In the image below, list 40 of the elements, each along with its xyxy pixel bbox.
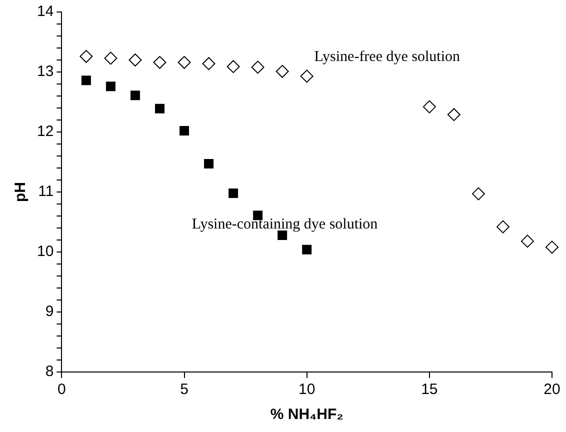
point (80, 50, 93, 63)
point (204, 159, 214, 169)
x-tick-label: 20 (544, 381, 560, 398)
point (228, 188, 238, 198)
x-tick-label: 5 (180, 381, 188, 398)
y-tick-label: 11 (38, 183, 54, 200)
point (178, 56, 191, 69)
x-axis-title: % NH₄HF₂ (270, 406, 344, 424)
series-label: Lysine-free dye solution (314, 48, 460, 65)
point (546, 240, 558, 254)
point (104, 52, 118, 65)
point (226, 60, 240, 74)
series-label: Lysine-containing dye solution (192, 216, 378, 232)
point (496, 220, 510, 234)
point (300, 70, 314, 83)
x-tick-label: 15 (421, 381, 438, 398)
point (520, 234, 534, 248)
y-tick-label: 12 (36, 123, 54, 140)
y-tick-label: 14 (36, 3, 54, 20)
y-tick-label: 8 (45, 363, 54, 380)
y-tick-label: 9 (45, 303, 54, 320)
point (106, 82, 116, 92)
point (155, 104, 164, 114)
point (447, 108, 460, 122)
point (422, 100, 436, 114)
point (276, 64, 289, 78)
y-tick-label: 10 (36, 243, 54, 260)
y-axis-title: pH (12, 182, 30, 202)
point (128, 54, 142, 66)
point (251, 60, 264, 74)
point (180, 126, 190, 136)
point (130, 90, 140, 100)
x-tick-label: 10 (298, 381, 316, 398)
point (472, 187, 485, 200)
point (202, 57, 216, 70)
point (81, 76, 91, 86)
point (153, 56, 166, 69)
x-tick-label: 0 (58, 381, 66, 398)
point (302, 244, 312, 254)
y-tick-label: 13 (36, 63, 54, 80)
